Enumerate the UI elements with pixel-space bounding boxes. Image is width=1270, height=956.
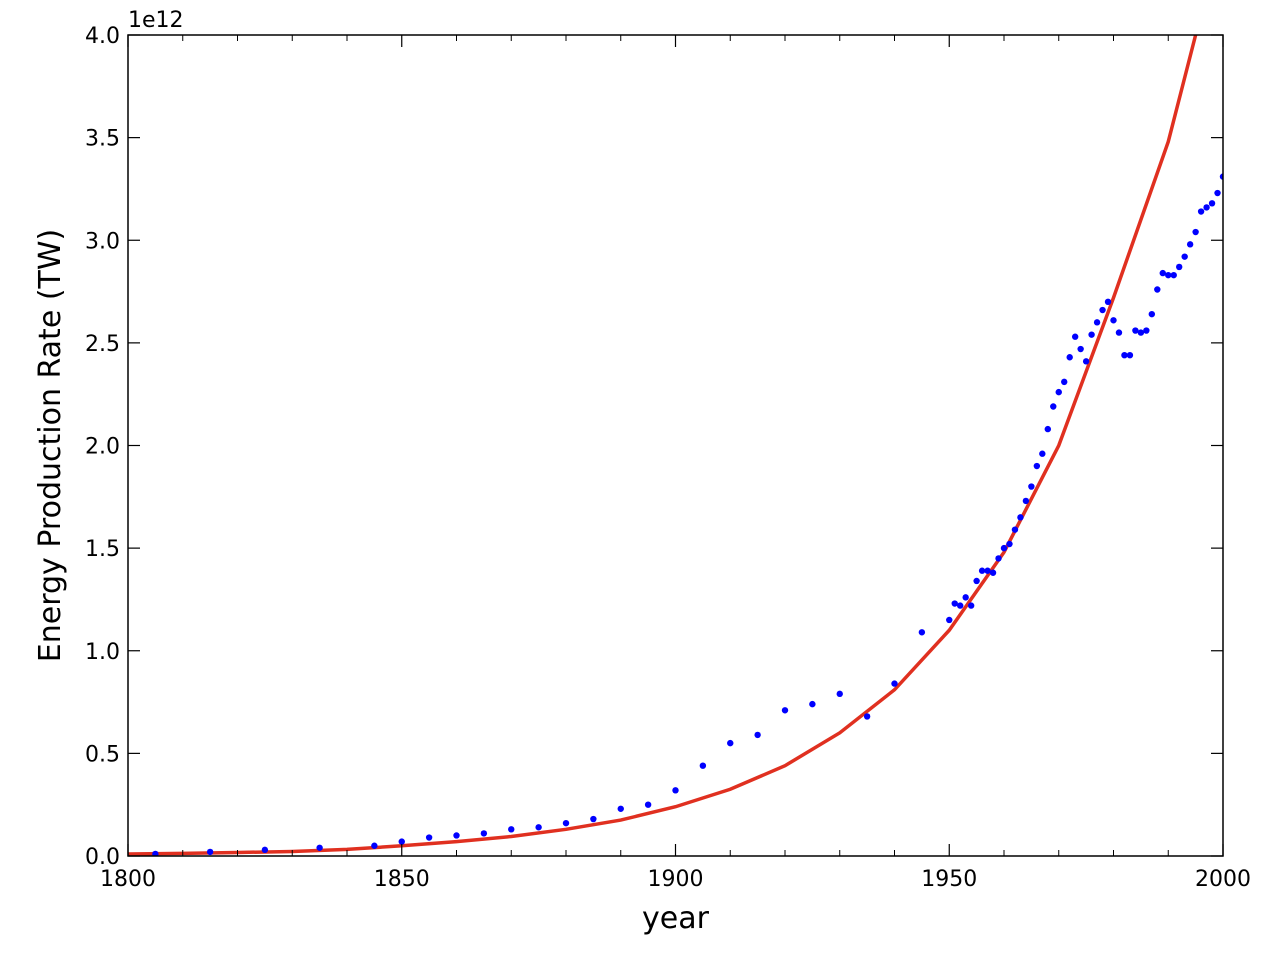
data-point [1039, 450, 1046, 457]
data-point [1028, 483, 1035, 490]
data-point [316, 844, 323, 851]
data-point [453, 832, 460, 839]
data-point [1143, 327, 1150, 334]
data-point [1186, 241, 1194, 248]
data-point [918, 629, 926, 636]
x-tick-label: 2000 [1195, 867, 1251, 892]
data-point [957, 602, 964, 609]
data-point [1066, 354, 1073, 361]
tick-labels: 1800 1850 1900 1950 2000 0.0 0.5 1.0 1.5 2.0 2.5 3.… [85, 24, 1251, 892]
data-point [1219, 173, 1223, 180]
data-point [617, 805, 624, 812]
data-point [1077, 345, 1084, 353]
data-point [836, 690, 843, 698]
data-point [371, 842, 378, 849]
data-point [1192, 228, 1199, 236]
data-point [152, 850, 159, 856]
data-point [1126, 351, 1134, 359]
data-point [1110, 317, 1117, 324]
data-point [1208, 200, 1216, 207]
data-point [590, 815, 597, 823]
data-point [946, 616, 953, 624]
y-tick-label: 0.0 [85, 845, 120, 870]
y-offset-label: 1e12 [128, 8, 184, 33]
data-point [1071, 333, 1079, 340]
data-point [480, 830, 488, 837]
plot-frame [127, 34, 1224, 857]
x-tick-label: 1800 [100, 867, 156, 892]
data-point [1006, 540, 1013, 548]
data-point [1011, 526, 1019, 533]
y-tick-label: 3.0 [85, 229, 120, 254]
data-point [562, 819, 570, 827]
data-point [809, 700, 816, 708]
data-point [1197, 208, 1205, 215]
data-point [754, 731, 761, 739]
data-point [1165, 271, 1172, 279]
data-point [1022, 497, 1030, 505]
data-point [398, 838, 405, 845]
data-point [1050, 403, 1057, 410]
data-point [967, 602, 975, 609]
y-tick-label: 4.0 [85, 24, 120, 49]
x-axis-title: year [642, 901, 710, 936]
data-point [962, 594, 969, 601]
data-point [1000, 544, 1008, 552]
data-point [1115, 329, 1123, 336]
data-point [1121, 351, 1128, 359]
y-tick-label: 1.0 [85, 640, 120, 665]
data-point [863, 713, 871, 720]
data-point [1170, 271, 1177, 279]
data-point [1093, 319, 1101, 326]
data-point [1148, 310, 1156, 318]
data-point [984, 567, 991, 574]
data-point [989, 569, 997, 576]
x-tick-label: 1900 [648, 867, 704, 892]
data-point [1044, 425, 1052, 433]
y-tick-label: 0.5 [85, 742, 120, 767]
data-point [699, 762, 707, 769]
data-point [1154, 286, 1161, 293]
data-point [644, 801, 652, 808]
data-point [206, 848, 214, 856]
data-point [1159, 269, 1166, 277]
y-tick-label: 3.5 [85, 127, 120, 152]
y-axis-title: Energy Production Rate (TW) [33, 229, 68, 662]
data-point [1203, 204, 1210, 211]
data-point [973, 577, 980, 585]
data-point [1176, 263, 1183, 271]
data-point [1132, 327, 1139, 334]
data-point [425, 834, 433, 841]
data-point [1061, 378, 1068, 386]
data-point [1214, 189, 1221, 197]
data-point [1137, 329, 1145, 336]
data-point [1181, 253, 1188, 260]
x-tick-label: 1950 [921, 867, 977, 892]
fit-curve [128, 35, 1198, 856]
data-point [1099, 306, 1106, 314]
data-point [781, 707, 789, 714]
data-point [1082, 358, 1090, 365]
data-point [1104, 298, 1112, 306]
x-tick-label: 1850 [374, 867, 430, 892]
data-point [978, 567, 986, 574]
data-point [535, 824, 542, 831]
y-tick-label: 1.5 [85, 537, 120, 562]
y-tick-label: 2.5 [85, 332, 120, 357]
data-point [891, 680, 898, 687]
y-tick-label: 2.0 [85, 435, 120, 460]
data-point [1088, 331, 1095, 338]
data-point [727, 739, 734, 747]
data-point [995, 555, 1002, 562]
data-point [1055, 388, 1062, 396]
data-point [951, 600, 958, 607]
data-point [1033, 462, 1041, 470]
data-point [672, 787, 679, 794]
data-point [1017, 514, 1024, 521]
data-point [261, 846, 269, 854]
data-point [508, 826, 515, 833]
